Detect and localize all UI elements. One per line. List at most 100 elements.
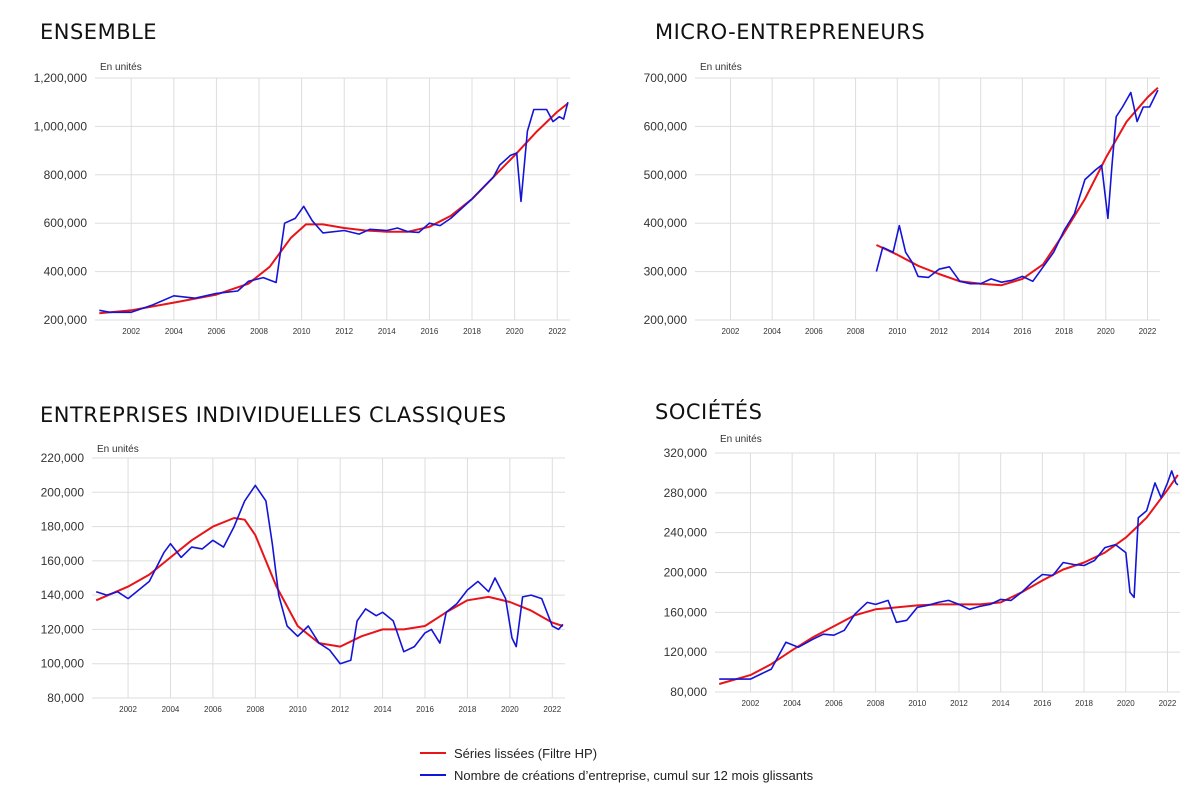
chart-title: MICRO-ENTREPRENEURS [655,20,926,44]
x-tick-label: 2002 [742,699,760,708]
y-tick-label: 300,000 [644,265,688,279]
y-tick-label: 280,000 [664,486,708,500]
x-tick-label: 2006 [825,699,843,708]
x-tick-label: 2016 [421,327,439,336]
series-line-smoothed [99,102,569,315]
unit-label: En unités [100,62,142,73]
y-tick-label: 1,000,000 [34,119,88,133]
y-tick-label: 80,000 [670,685,707,699]
x-tick-label: 2012 [950,699,968,708]
y-tick-label: 80,000 [47,691,84,705]
x-tick-label: 2020 [501,705,519,714]
chart-title: ENTREPRISES INDIVIDUELLES CLASSIQUES [40,403,507,427]
x-tick-label: 2012 [331,705,349,714]
unit-label: En unités [700,62,742,73]
x-tick-label: 2016 [416,705,434,714]
x-tick-label: 2016 [1033,699,1051,708]
x-tick-label: 2004 [162,705,180,714]
y-tick-label: 200,000 [44,313,88,327]
chart-entreprises-individuelles: 80,000 100,000 120,000 140,000 160,000 180,00… [41,444,565,714]
unit-label: En unités [720,434,762,445]
x-tick-label: 2004 [783,699,801,708]
y-tick-label: 1,200,000 [34,71,88,85]
legend-swatch-raw [420,774,446,776]
x-tick-label: 2020 [1097,327,1115,336]
y-tick-label: 200,000 [41,485,85,499]
x-tick-label: 2008 [246,705,264,714]
y-tick-label: 600,000 [44,216,88,230]
x-tick-label: 2016 [1013,327,1031,336]
legend: Séries lissées (Filtre HP) Nombre de cré… [420,742,813,786]
x-tick-label: 2010 [293,327,311,336]
y-tick-label: 120,000 [41,622,85,636]
series-line-raw [875,89,1159,285]
chart-title: ENSEMBLE [40,20,158,44]
y-tick-label: 160,000 [41,554,85,568]
x-tick-label: 2022 [543,705,561,714]
x-tick-label: 2006 [208,327,226,336]
legend-item-smoothed: Séries lissées (Filtre HP) [420,742,813,764]
x-tick-label: 2010 [289,705,307,714]
x-tick-label: 2004 [763,327,781,336]
x-tick-label: 2002 [722,327,740,336]
series-line-raw [719,470,1179,680]
y-tick-label: 400,000 [44,265,88,279]
chart-panel-ensemble: ENSEMBLE 200,000 400,000 600,000 800,000 1,0… [0,0,600,370]
y-tick-label: 500,000 [644,168,688,182]
legend-item-raw: Nombre de créations d’entreprise, cumul … [420,764,813,786]
x-tick-label: 2018 [1055,327,1073,336]
x-tick-label: 2018 [459,705,477,714]
chart-micro-entrepreneurs: 200,000 300,000 400,000 500,000 600,000 700,0… [644,62,1160,336]
x-tick-label: 2014 [992,699,1010,708]
x-tick-label: 2020 [506,327,524,336]
y-tick-label: 120,000 [664,645,708,659]
legend-swatch-smoothed [420,752,446,754]
x-tick-label: 2006 [805,327,823,336]
y-tick-label: 180,000 [41,520,85,534]
x-tick-label: 2006 [204,705,222,714]
y-tick-label: 160,000 [664,605,708,619]
x-tick-label: 2018 [1075,699,1093,708]
x-tick-label: 2022 [548,327,566,336]
x-tick-label: 2010 [908,699,926,708]
y-tick-label: 200,000 [644,313,688,327]
x-tick-label: 2022 [1159,699,1177,708]
chart-ensemble: 200,000 400,000 600,000 800,000 1,000,000 1,2… [34,62,570,336]
x-tick-label: 2002 [122,327,140,336]
x-tick-label: 2018 [463,327,481,336]
series-line-raw [99,102,569,314]
unit-label: En unités [97,444,139,455]
x-tick-label: 2010 [888,327,906,336]
y-tick-label: 400,000 [644,216,688,230]
chart-societes: 80,000 120,000 160,000 200,000 240,000 280,00… [664,434,1180,708]
x-tick-label: 2012 [335,327,353,336]
x-tick-label: 2014 [972,327,990,336]
x-tick-label: 2008 [250,327,268,336]
y-tick-label: 200,000 [664,566,708,580]
y-tick-label: 240,000 [664,526,708,540]
y-tick-label: 800,000 [44,168,88,182]
legend-label-smoothed: Séries lissées (Filtre HP) [454,745,598,761]
series-line-raw [95,484,564,665]
x-tick-label: 2008 [867,699,885,708]
x-tick-label: 2014 [374,705,392,714]
x-tick-label: 2022 [1139,327,1157,336]
x-tick-label: 2002 [119,705,137,714]
legend-label-raw: Nombre de créations d’entreprise, cumul … [454,767,814,783]
y-tick-label: 700,000 [644,71,688,85]
series-line-smoothed [95,517,564,648]
x-tick-label: 2020 [1117,699,1135,708]
y-tick-label: 600,000 [644,119,688,133]
chart-panel-entreprises-individuelles: ENTREPRISES INDIVIDUELLES CLASSIQUES 80,… [0,380,600,740]
chart-panel-micro-entrepreneurs: MICRO-ENTREPRENEURS 200,000 300,000 400,00… [600,0,1200,370]
y-tick-label: 320,000 [664,446,708,460]
y-tick-label: 140,000 [41,588,85,602]
x-tick-label: 2014 [378,327,396,336]
chart-panel-societes: SOCIÉTÉS 80,000 120,000 160,000 200,000 240,… [600,380,1200,740]
chart-title: SOCIÉTÉS [655,400,763,424]
series-line-smoothed [875,86,1159,287]
x-tick-label: 2012 [930,327,948,336]
y-tick-label: 220,000 [41,451,85,465]
y-tick-label: 100,000 [41,657,85,671]
x-tick-label: 2004 [165,327,183,336]
